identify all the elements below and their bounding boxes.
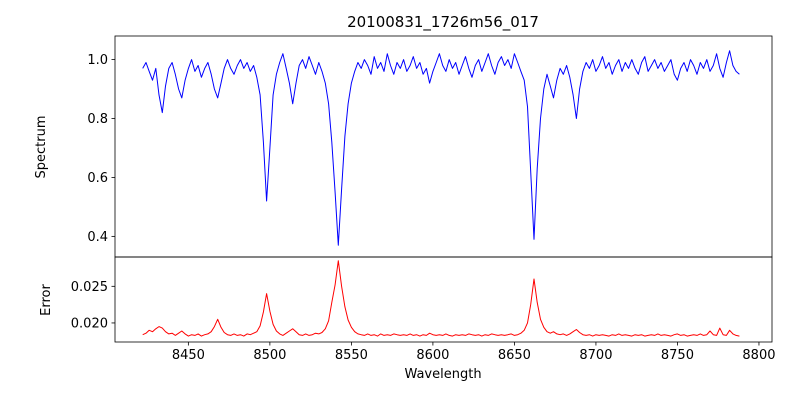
x-tick-label: 8700	[579, 348, 612, 363]
x-tick-label: 8800	[742, 348, 775, 363]
chart-title: 20100831_1726m56_017	[347, 13, 539, 32]
y-tick-label: 0.020	[71, 316, 108, 331]
panel-border	[114, 256, 773, 343]
error-line	[142, 260, 740, 337]
y-tick-label: 0.4	[87, 230, 108, 245]
plot-layers: 0.4 0.6 0.8 1.0 0.020 0.025 8450 8500 8550 8600 86…	[71, 35, 776, 363]
x-tick-label: 8750	[661, 348, 694, 363]
x-tick-label: 8600	[416, 348, 449, 363]
y-axis-label-error: Error	[39, 284, 54, 316]
y-tick-label: 1.0	[87, 53, 108, 68]
spectrum-line	[142, 50, 740, 246]
y-axis-label-spectrum: Spectrum	[34, 116, 49, 179]
x-tick-label: 8500	[253, 348, 286, 363]
y-tick-label: 0.8	[87, 112, 108, 127]
x-tick-label: 8450	[172, 348, 205, 363]
x-axis-label: Wavelength	[404, 367, 481, 382]
x-tick-label: 8650	[498, 348, 531, 363]
y-tick-label: 0.025	[71, 280, 108, 295]
x-tick-label: 8550	[335, 348, 368, 363]
y-tick-label: 0.6	[87, 171, 108, 186]
